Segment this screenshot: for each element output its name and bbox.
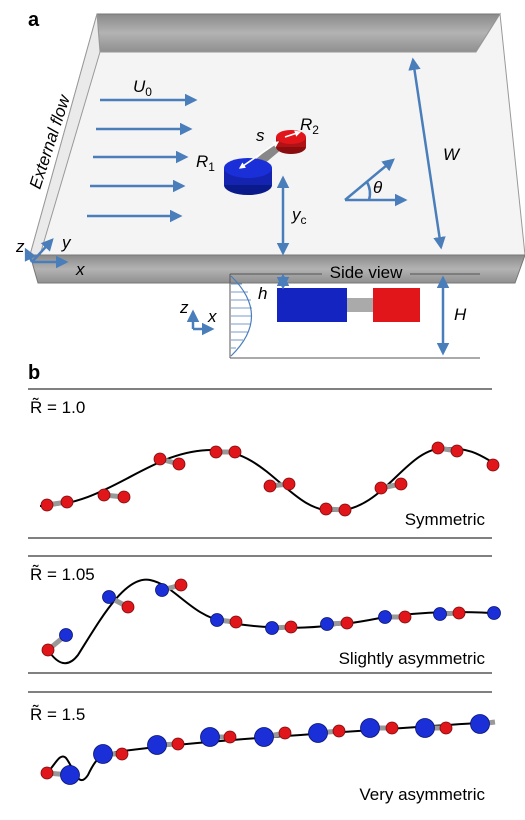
ratio-label: R̃ = 1.05 [30, 564, 95, 584]
panel-label: a [28, 9, 40, 31]
axis-x-label: x [75, 260, 85, 279]
small-height-label: h [258, 284, 267, 303]
side-axis-x-label: x [207, 307, 217, 326]
axis-z-label: z [15, 237, 25, 256]
spacing-label: s [256, 126, 265, 145]
side-axis-z-label: z [179, 298, 189, 317]
width-label: W [443, 145, 461, 164]
angle-label: θ [373, 178, 383, 197]
panel-label: b [28, 362, 40, 384]
axis-y-label: y [61, 233, 72, 252]
page: a External flow U0 R1 R2 s yc θ W y z x [0, 0, 525, 815]
large-height-label: H [454, 305, 467, 324]
side-view-title: Side view [330, 263, 403, 282]
ratio-label: R̃ = 1.0 [30, 397, 85, 417]
ratio-label: R̃ = 1.5 [30, 704, 85, 724]
case-description: Symmetric [405, 510, 486, 529]
separators [28, 389, 492, 692]
case-description: Very asymmetric [359, 785, 485, 804]
side-view [193, 274, 480, 358]
trajectory [40, 442, 499, 516]
figure: a External flow U0 R1 R2 s yc θ W y z x [0, 0, 525, 815]
case-description: Slightly asymmetric [339, 649, 486, 668]
trajectory [41, 715, 495, 785]
